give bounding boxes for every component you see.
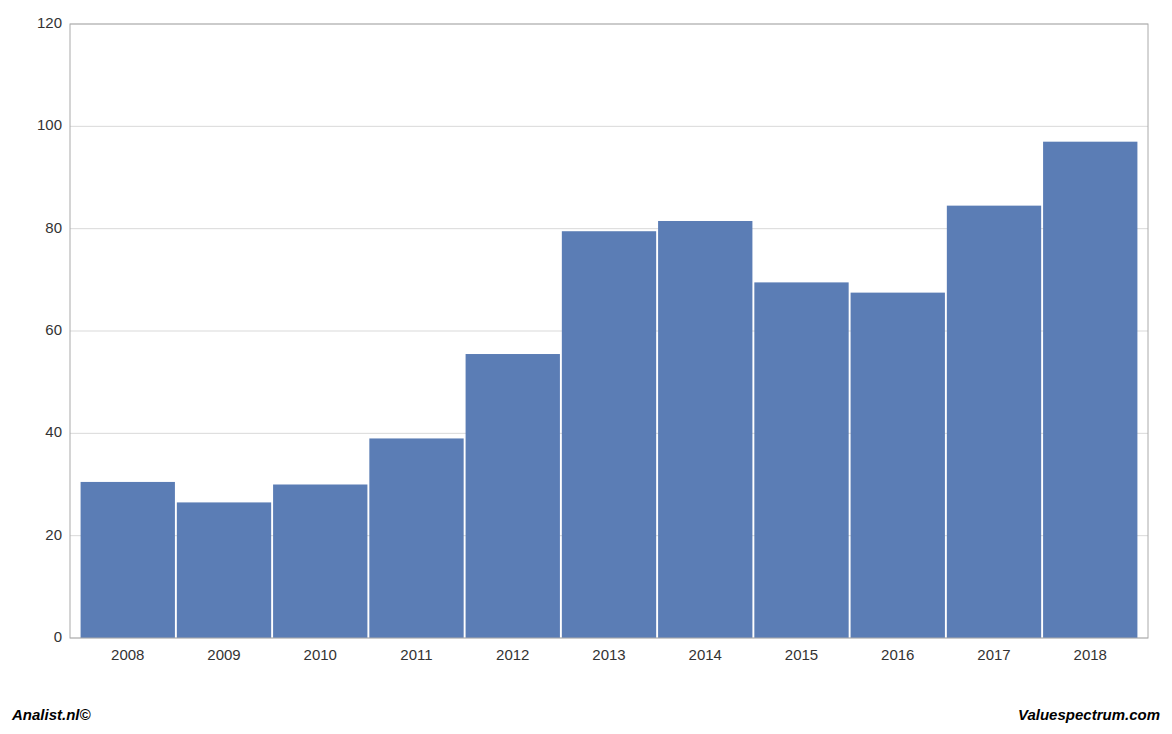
bar <box>81 482 175 638</box>
plot-frame <box>70 24 1148 638</box>
bars <box>81 142 1138 638</box>
footer-text: Valuespectrum.com <box>1018 706 1160 723</box>
grid <box>70 24 1148 638</box>
x-tick-label: 2015 <box>785 646 818 663</box>
y-tick-label: 40 <box>45 423 62 440</box>
bar <box>466 354 560 638</box>
x-tick-label: 2012 <box>496 646 529 663</box>
y-axis: 0 20 40 60 80 100 120 <box>37 14 62 645</box>
bar <box>562 231 656 638</box>
x-tick-label: 2016 <box>881 646 914 663</box>
bar <box>754 282 848 638</box>
x-tick-label: 2013 <box>592 646 625 663</box>
chart-svg: 0204060801001202008200920102011201220132… <box>0 0 1172 734</box>
x-tick-label: 2009 <box>207 646 240 663</box>
y-tick-label: 120 <box>37 14 62 31</box>
bar <box>658 221 752 638</box>
y-tick-label: 20 <box>45 526 62 543</box>
bar <box>369 438 463 638</box>
footer-text: Analist.nl© <box>11 706 92 723</box>
bar <box>851 293 945 638</box>
x-tick-label: 2011 <box>400 646 432 663</box>
x-tick-label: 2008 <box>111 646 144 663</box>
x-tick-label: 2018 <box>1074 646 1107 663</box>
y-tick-label: 80 <box>45 219 62 236</box>
bar <box>1043 142 1137 638</box>
y-tick-label: 100 <box>37 116 62 133</box>
x-tick-label: 2014 <box>689 646 722 663</box>
x-tick-label: 2017 <box>977 646 1010 663</box>
x-axis: 2008 2009 2010 2011 2012 2013 2014 2015 2016 2017… <box>111 646 1107 663</box>
x-tick-label: 2010 <box>304 646 337 663</box>
plot-background <box>70 24 1148 638</box>
y-tick-label: 60 <box>45 321 62 338</box>
bar <box>947 206 1041 638</box>
y-tick-label: 0 <box>54 628 62 645</box>
chart-container: 0204060801001202008200920102011201220132… <box>0 0 1172 734</box>
bar <box>177 502 271 638</box>
bar <box>273 485 367 639</box>
grid-line <box>70 126 1148 127</box>
